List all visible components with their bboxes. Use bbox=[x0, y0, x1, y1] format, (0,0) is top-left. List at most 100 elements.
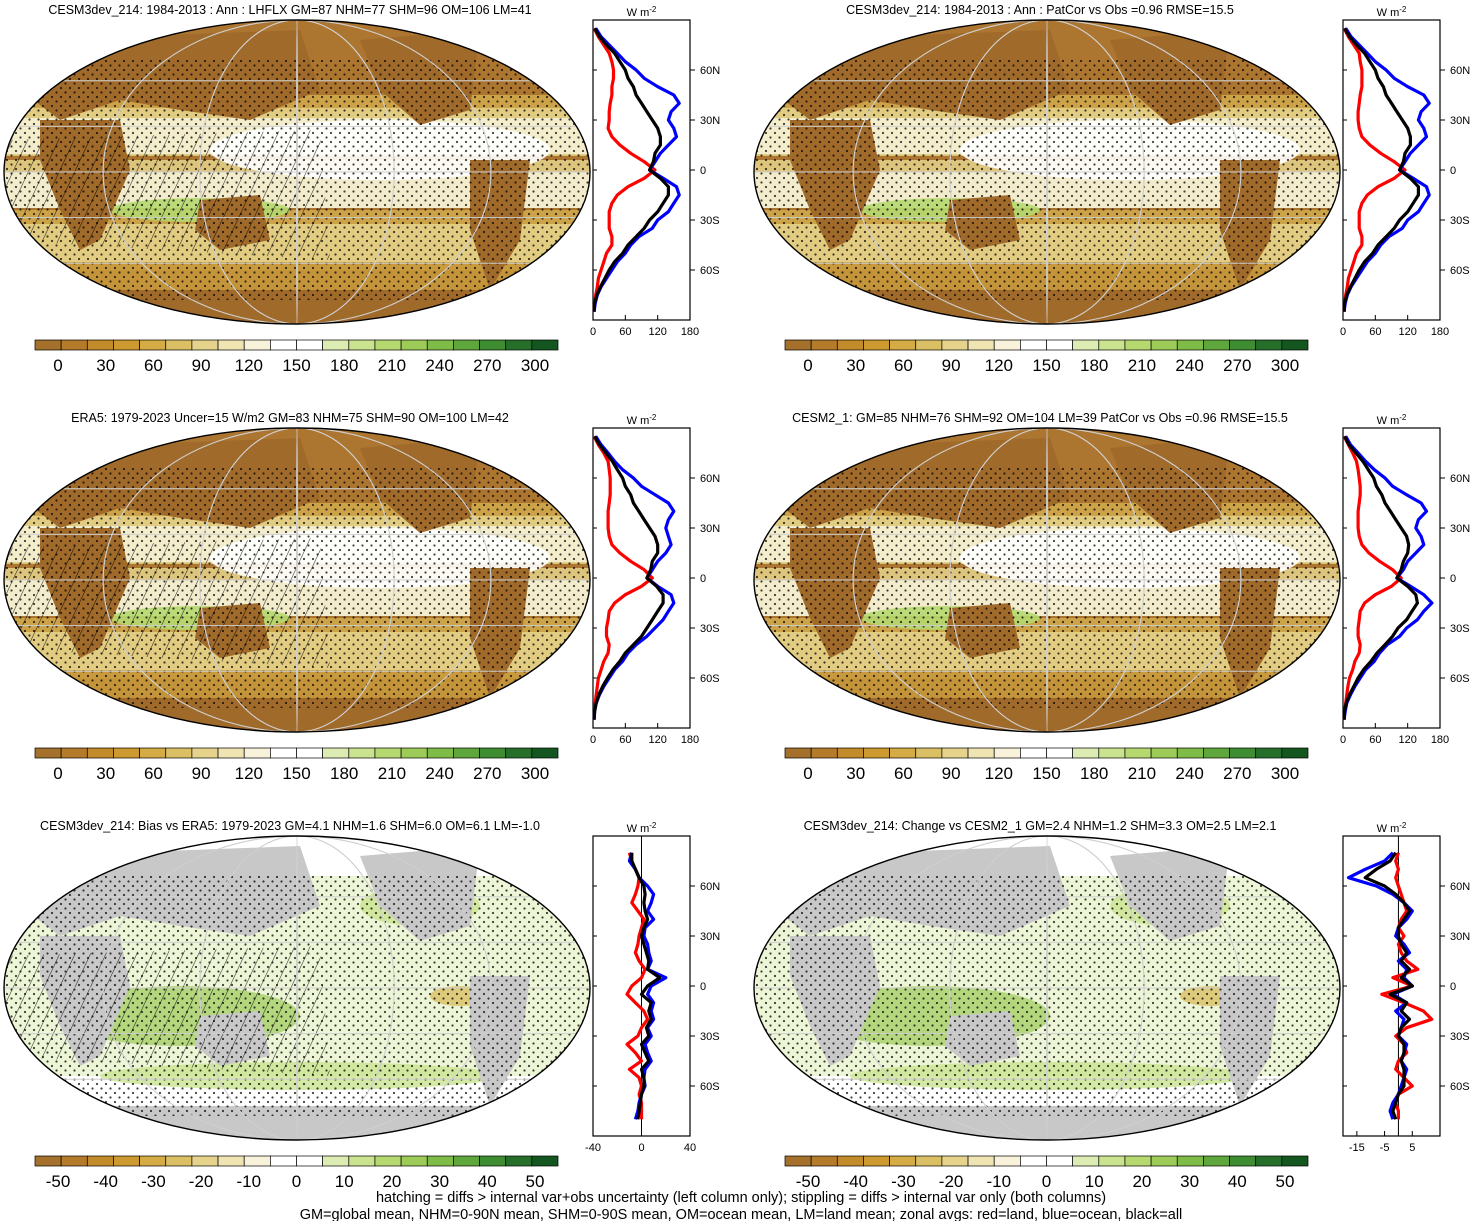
map-outline bbox=[753, 427, 1341, 733]
colorbar-tick-label: 120 bbox=[985, 356, 1013, 375]
series-line-all bbox=[592, 435, 665, 720]
series-line-land bbox=[1342, 435, 1403, 720]
colorbar-swatch bbox=[1046, 1155, 1073, 1167]
colorbar-tick-label: -20 bbox=[189, 1172, 214, 1191]
colorbar-tick-label: 90 bbox=[942, 356, 961, 375]
colorbar-swatch bbox=[531, 1155, 559, 1167]
colorbar-tick-label: 120 bbox=[235, 356, 263, 375]
y-tick-label: 30N bbox=[1450, 931, 1470, 943]
colorbar-swatch bbox=[322, 747, 350, 759]
colorbar-tick-label: 300 bbox=[1271, 356, 1299, 375]
colorbar-tick-label: 150 bbox=[1032, 764, 1060, 783]
map bbox=[754, 428, 1340, 732]
colorbar-tick-label: 20 bbox=[1132, 1172, 1151, 1191]
colorbar-swatch bbox=[810, 1155, 838, 1167]
colorbar-swatch bbox=[993, 1155, 1021, 1167]
colorbar-swatch bbox=[1124, 339, 1152, 351]
zonal-profile: 60N 30N 0 30S 60S -15 -5 5 W m-2 bbox=[1342, 821, 1470, 1154]
colorbar-swatch bbox=[993, 339, 1021, 351]
y-tick-label: 30N bbox=[700, 115, 720, 127]
x-tick-label: 120 bbox=[1398, 326, 1416, 338]
colorbar-swatch bbox=[270, 747, 297, 759]
colorbar-tick-label: 30 bbox=[96, 764, 115, 783]
colorbar-swatch bbox=[889, 339, 917, 351]
colorbar-swatch bbox=[836, 339, 864, 351]
colorbar-tick-label: 0 bbox=[53, 356, 62, 375]
colorbar-swatch bbox=[1255, 1155, 1283, 1167]
x-tick-label: 120 bbox=[648, 734, 666, 746]
colorbar-swatch bbox=[479, 747, 507, 759]
colorbar-swatch bbox=[505, 747, 533, 759]
colorbar-swatch bbox=[505, 1155, 533, 1167]
colorbar-tick-label: 180 bbox=[330, 356, 358, 375]
y-tick-label: 30S bbox=[1450, 1031, 1470, 1043]
colorbar-tick-label: 50 bbox=[1276, 1172, 1295, 1191]
x-tick-label: 40 bbox=[684, 1142, 696, 1154]
colorbar-tick-label: 240 bbox=[425, 764, 453, 783]
colorbar-swatch bbox=[836, 1155, 864, 1167]
panel-1: CESM3dev_214: 1984-2013 : Ann : LHFLX GM… bbox=[3, 3, 720, 375]
colorbar-tick-label: 210 bbox=[1128, 764, 1156, 783]
colorbar: 0 30 60 90 120 150 180 210 240 270 300 bbox=[34, 747, 559, 783]
colorbar-tick-label: 120 bbox=[235, 764, 263, 783]
colorbar-swatch bbox=[1203, 339, 1230, 351]
colorbar-swatch bbox=[400, 1155, 428, 1167]
colorbar-swatch bbox=[86, 1155, 114, 1167]
colorbar-tick-label: 270 bbox=[1223, 764, 1251, 783]
colorbar-tick-label: 20 bbox=[382, 1172, 401, 1191]
panel-title: CESM3dev_214: Bias vs ERA5: 1979-2023 GM… bbox=[40, 819, 540, 833]
colorbar-tick-label: 120 bbox=[985, 764, 1013, 783]
units-label: W m-2 bbox=[627, 413, 657, 427]
series-line-all bbox=[1363, 851, 1414, 1120]
colorbar-tick-label: -50 bbox=[796, 1172, 821, 1191]
y-tick-label: 60S bbox=[1450, 673, 1470, 685]
colorbar-swatch bbox=[348, 1155, 376, 1167]
colorbar-swatch bbox=[1229, 339, 1257, 351]
panel-title: CESM3dev_214: 1984-2013 : Ann : LHFLX GM… bbox=[48, 3, 531, 17]
hatching bbox=[4, 538, 330, 668]
colorbar-tick-label: 40 bbox=[478, 1172, 497, 1191]
x-tick-label: 0 bbox=[590, 734, 596, 746]
colorbar-tick-label: -10 bbox=[237, 1172, 262, 1191]
colorbar-swatch bbox=[426, 339, 454, 351]
series-line-all bbox=[630, 852, 662, 1120]
x-tick-label: 180 bbox=[681, 734, 699, 746]
y-tick-label: 0 bbox=[1450, 165, 1456, 177]
colorbar-tick-label: 0 bbox=[53, 764, 62, 783]
colorbar-swatch bbox=[113, 1155, 140, 1167]
x-tick-label: 180 bbox=[1431, 734, 1449, 746]
colorbar-tick-label: 0 bbox=[803, 764, 812, 783]
y-tick-label: 0 bbox=[700, 573, 706, 585]
colorbar-swatch bbox=[296, 747, 323, 759]
colorbar-swatch bbox=[426, 747, 454, 759]
colorbar-swatch bbox=[1020, 1155, 1047, 1167]
x-tick-label: -15 bbox=[1349, 1142, 1365, 1154]
colorbar-tick-label: 0 bbox=[292, 1172, 301, 1191]
series-line-land bbox=[625, 852, 650, 1120]
y-tick-label: 60S bbox=[1450, 1081, 1470, 1093]
colorbar-swatch bbox=[86, 339, 114, 351]
map-outline bbox=[753, 835, 1341, 1141]
colorbar-swatch bbox=[1020, 747, 1047, 759]
colorbar-tick-label: -50 bbox=[46, 1172, 71, 1191]
colorbar-tick-label: 210 bbox=[378, 764, 406, 783]
colorbar-tick-label: 30 bbox=[846, 764, 865, 783]
map bbox=[4, 836, 590, 1140]
y-tick-label: 0 bbox=[700, 981, 706, 993]
series-line-land bbox=[592, 435, 654, 720]
colorbar-tick-label: -40 bbox=[93, 1172, 118, 1191]
colorbar-swatch bbox=[60, 1155, 88, 1167]
panel-5: CESM3dev_214: Bias vs ERA5: 1979-2023 GM… bbox=[3, 819, 720, 1191]
panel-2: CESM3dev_214: 1984-2013 : Ann : PatCor v… bbox=[753, 3, 1470, 375]
map-outline bbox=[3, 835, 591, 1141]
colorbar-swatch bbox=[1150, 339, 1178, 351]
colorbar-tick-label: 30 bbox=[96, 356, 115, 375]
colorbar-swatch bbox=[1281, 747, 1309, 759]
colorbar-swatch bbox=[217, 747, 245, 759]
colorbar-tick-label: 180 bbox=[1080, 764, 1108, 783]
map-outline bbox=[3, 19, 591, 325]
colorbar-swatch bbox=[1176, 1155, 1204, 1167]
colorbar-swatch bbox=[374, 1155, 402, 1167]
colorbar-swatch bbox=[139, 1155, 167, 1167]
colorbar-swatch bbox=[400, 339, 428, 351]
